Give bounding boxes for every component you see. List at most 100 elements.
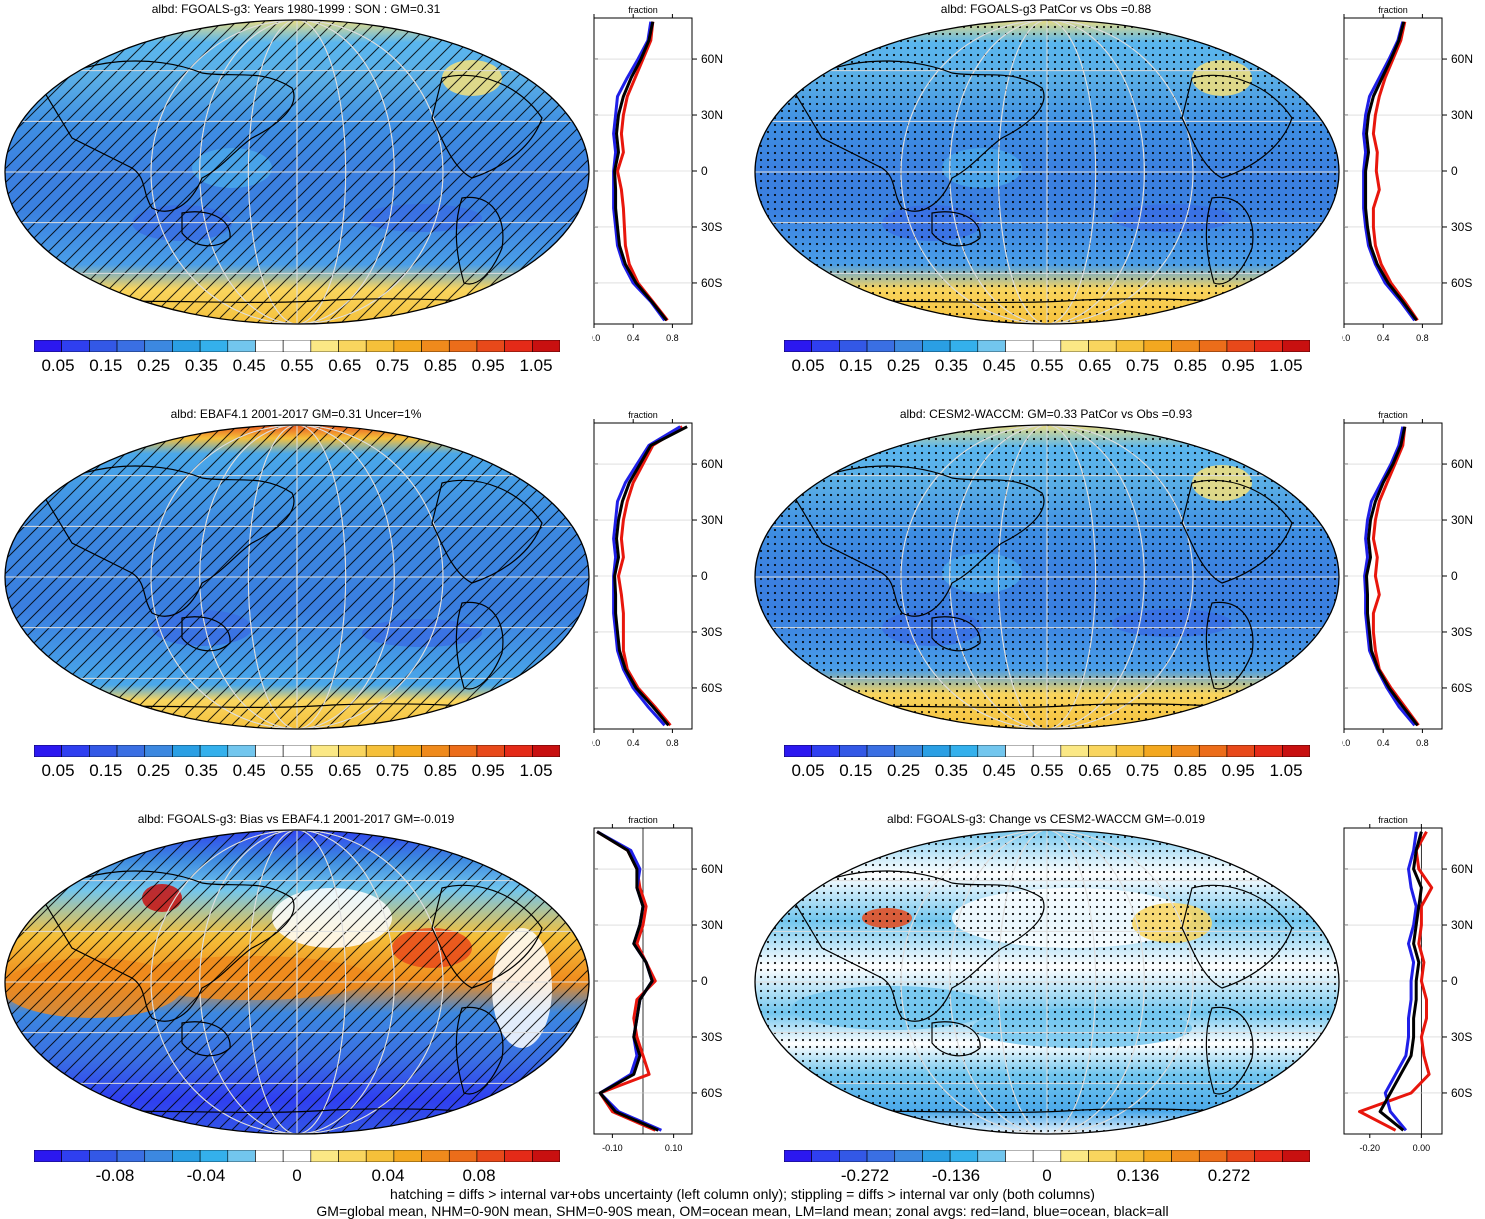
colorbar-cell [255,340,283,352]
zonal-ytick-label: 60N [1451,457,1473,471]
colorbar-cell [812,340,840,352]
colorbar-tick-label: 0 [1042,1166,1051,1186]
zonal-ytick-label: 0 [1451,569,1458,583]
colorbar-cell [228,340,256,352]
colorbar-cell [505,1150,533,1162]
zonal-ytick-label: 0 [701,164,708,178]
zonal-xlabel: fraction [1378,5,1408,15]
colorbar-tick-label: -0.04 [187,1166,226,1186]
panel-2: albd: FGOALS-g3 PatCor vs Obs =0.88 0.05 0… [750,2,1485,407]
colorbar-tick-label: 0.25 [887,761,920,781]
colorbar-cell [1089,1150,1117,1162]
global-map [2,18,592,326]
zonal-mean-plot: fraction60N30N030S60S0.00.40.8 [592,4,742,349]
colorbar [34,340,560,352]
zonal-ytick-label: 60N [701,862,723,876]
colorbar-cell [422,1150,450,1162]
colorbar-cell [62,1150,90,1162]
zonal-xlabel: fraction [628,815,658,825]
colorbar-cell [1199,745,1227,757]
colorbar-cell [339,340,367,352]
zonal-xtick-label: 0.8 [666,738,679,748]
colorbar-tick-label: 0.05 [791,356,824,376]
zonal-ytick-label: 30N [701,918,723,932]
colorbar-cell [1282,745,1310,757]
colorbar-cell [200,340,228,352]
colorbar-tick-label: 0.55 [1030,356,1063,376]
colorbar-tick-label: 0.75 [376,761,409,781]
colorbar-tick-label: 0 [292,1166,301,1186]
zonal-mean-plot: fraction60N30N030S60S0.00.40.8 [1342,409,1485,754]
global-map [2,828,592,1136]
zonal-mean-plot: fraction60N30N030S60S0.00.40.8 [592,409,742,754]
colorbar [34,1150,560,1162]
colorbar-tick-label: 0.65 [1078,761,1111,781]
colorbar-cell [1172,745,1200,757]
colorbar-cell [89,1150,117,1162]
colorbar-tick-label: 0.95 [1222,761,1255,781]
colorbar-cell [172,1150,200,1162]
colorbar-cell [283,340,311,352]
global-map [752,18,1342,326]
colorbar-cell [505,745,533,757]
zonal-xlabel: fraction [1378,410,1408,420]
zonal-ytick-label: 60N [701,52,723,66]
colorbar-cell [172,745,200,757]
colorbar-tick-label: 0.45 [983,761,1016,781]
colorbar-cell [145,340,173,352]
zonal-ytick-label: 30N [1451,108,1473,122]
colorbar-cell [422,745,450,757]
panel-title: albd: FGOALS-g3: Change vs CESM2-WACCM G… [750,812,1342,826]
colorbar-tick-label: 0.45 [233,761,266,781]
colorbar-cell [1255,745,1283,757]
colorbar-cell [366,745,394,757]
colorbar-cell [145,1150,173,1162]
colorbar-cell [1172,1150,1200,1162]
colorbar-cell [34,745,62,757]
zonal-xtick-label: 0.4 [1377,738,1390,748]
zonal-ytick-label: 60S [701,1086,722,1100]
zonal-xlabel: fraction [628,410,658,420]
zonal-ytick-label: 30S [701,625,722,639]
colorbar-cell [394,1150,422,1162]
panel-3: albd: EBAF4.1 2001-2017 GM=0.31 Uncer=1%… [0,407,742,812]
zonal-xtick-label: 0.8 [666,333,679,343]
zonal-ytick-label: 60S [1451,276,1472,290]
colorbar-tick-label: 0.272 [1208,1166,1251,1186]
colorbar-tick-label: 0.25 [887,356,920,376]
colorbar-cell [978,1150,1006,1162]
global-map [752,828,1342,1136]
colorbar-tick-label: 0.08 [462,1166,495,1186]
zonal-ytick-label: 30N [701,108,723,122]
panel-5: albd: FGOALS-g3: Bias vs EBAF4.1 2001-20… [0,812,742,1217]
colorbar-cell [283,1150,311,1162]
colorbar-cell [477,1150,505,1162]
colorbar-cell [255,1150,283,1162]
panel-title: albd: FGOALS-g3 PatCor vs Obs =0.88 [750,2,1342,16]
global-map [2,423,592,731]
colorbar-tick-label: 0.65 [328,761,361,781]
colorbar-cell [839,745,867,757]
zonal-ytick-label: 30N [701,513,723,527]
colorbar-cell [1061,340,1089,352]
colorbar-cell [812,745,840,757]
colorbar-tick-label: 0.35 [185,761,218,781]
colorbar-cell [867,1150,895,1162]
zonal-xtick-label: 0.4 [627,738,640,748]
colorbar-tick-label: 1.05 [1269,761,1302,781]
colorbar-cell [1033,745,1061,757]
zonal-xtick-label: -0.10 [602,1143,623,1153]
colorbar-cell [1199,1150,1227,1162]
zonal-ytick-label: 60S [1451,1086,1472,1100]
zonal-xtick-label: 0.10 [665,1143,683,1153]
colorbar-tick-label: 0.85 [1174,356,1207,376]
colorbar-cell [1144,745,1172,757]
colorbar-tick-label: 0.05 [41,356,74,376]
colorbar-tick-label: 0.85 [1174,761,1207,781]
colorbar-cell [1033,1150,1061,1162]
colorbar-cell [117,340,145,352]
colorbar-tick-label: 1.05 [1269,356,1302,376]
colorbar-cell [89,340,117,352]
